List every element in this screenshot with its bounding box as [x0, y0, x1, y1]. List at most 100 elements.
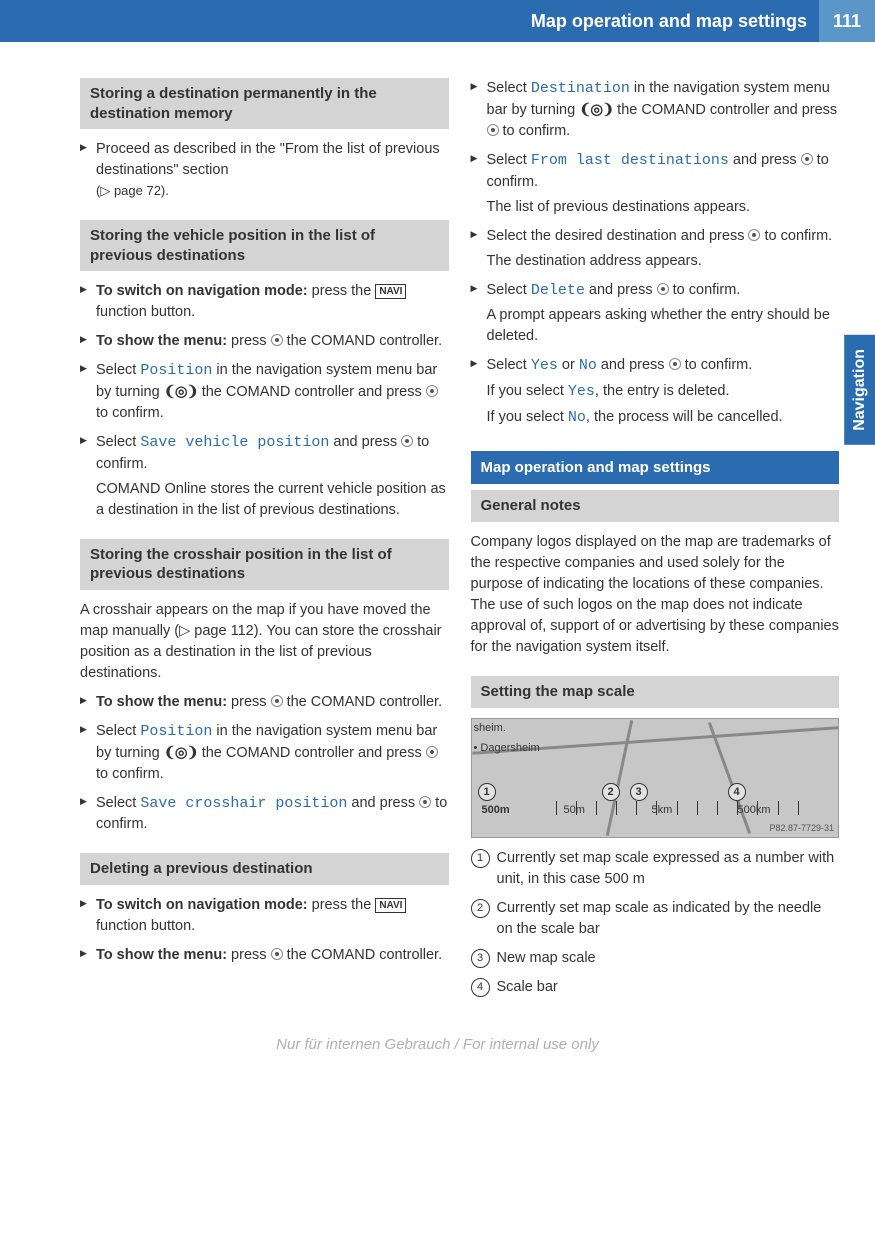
t: Select [96, 434, 140, 450]
callout-list: Currently set map scale expressed as a n… [471, 848, 840, 998]
content-columns: Storing a destination permanently in the… [0, 78, 875, 1006]
left-column: Storing a destination permanently in the… [80, 78, 449, 1006]
menu-item: Yes [568, 383, 595, 400]
t: Select [96, 362, 140, 378]
press-icon [426, 746, 438, 758]
step-followup: COMAND Online stores the current vehicle… [80, 479, 449, 521]
t: or [558, 357, 579, 373]
t: the COMAND controller. [283, 947, 443, 963]
press-icon [271, 695, 283, 707]
step-text: Proceed as described in the "From the li… [96, 141, 440, 178]
section-heading: General notes [471, 490, 840, 522]
t: to confirm. [681, 357, 753, 373]
rotate-icon: ❨◎❩ [164, 384, 198, 400]
t: the COMAND controller and press [613, 102, 837, 118]
t: to confirm. [669, 282, 741, 298]
step: To switch on navigation mode: press the … [80, 895, 449, 937]
t: press [227, 333, 271, 349]
t: the COMAND controller. [283, 694, 443, 710]
rotate-icon: ❨◎❩ [579, 102, 613, 118]
navi-key-icon: NAVI [375, 284, 406, 299]
press-icon [271, 948, 283, 960]
t: and press [329, 434, 401, 450]
t: press the [308, 897, 376, 913]
section-heading: Storing the crosshair position in the li… [80, 539, 449, 590]
t: If you select [487, 383, 568, 399]
t: the COMAND controller and press [198, 384, 426, 400]
t: and press [597, 357, 669, 373]
header-title: Map operation and map settings [0, 0, 819, 42]
t: to confirm. [760, 228, 832, 244]
menu-item: Position [140, 362, 212, 379]
section-heading: Deleting a previous destination [80, 853, 449, 885]
menu-item: Yes [531, 357, 558, 374]
step: To show the menu: press the COMAND contr… [80, 692, 449, 713]
step-lead: To show the menu: [96, 694, 227, 710]
menu-item: Delete [531, 282, 585, 299]
menu-item: No [568, 409, 586, 426]
t: If you select [487, 409, 568, 425]
menu-item: No [579, 357, 597, 374]
t: Select [96, 795, 140, 811]
step: To show the menu: press the COMAND contr… [80, 945, 449, 966]
rotate-icon: ❨◎❩ [164, 745, 198, 761]
callout-marker: 2 [602, 783, 620, 801]
menu-item: Save crosshair position [140, 795, 347, 812]
t: and press [585, 282, 657, 298]
t: press the [308, 283, 376, 299]
step: Select Position in the navigation system… [80, 360, 449, 424]
press-icon [271, 334, 283, 346]
press-icon [657, 283, 669, 295]
step: Select Save crosshair position and press… [80, 793, 449, 836]
step: Select Yes or No and press to confirm. [471, 355, 840, 377]
map-scale-figure: sheim. • Dagersheim 1 2 3 4 500m 50m 5km… [471, 718, 840, 838]
t: , the process will be cancelled. [586, 409, 783, 425]
callout-marker: 3 [630, 783, 648, 801]
side-tab-navigation: Navigation [844, 335, 875, 445]
t: function button. [96, 304, 195, 320]
page-header: Map operation and map settings 111 [0, 0, 875, 42]
scale-bar [556, 801, 819, 815]
step: Select From last destinations and press … [471, 150, 840, 193]
section-heading: Storing a destination permanently in the… [80, 78, 449, 129]
step-lead: To switch on navigation mode: [96, 897, 308, 913]
t: Select [487, 80, 531, 96]
t: , the entry is deleted. [595, 383, 730, 399]
step-followup: The list of previous destinations appear… [471, 197, 840, 218]
step-followup: If you select No, the process will be ca… [471, 407, 840, 429]
page-number: 111 [819, 0, 875, 42]
callout-item: Currently set map scale as indicated by … [471, 898, 840, 940]
step-followup: If you select Yes, the entry is deleted. [471, 381, 840, 403]
step-lead: To show the menu: [96, 333, 227, 349]
t: the COMAND controller. [283, 333, 443, 349]
menu-item: From last destinations [531, 152, 729, 169]
press-icon [426, 385, 438, 397]
t: to confirm. [96, 766, 164, 782]
step: To show the menu: press the COMAND contr… [80, 331, 449, 352]
step: Select Delete and press to confirm. [471, 280, 840, 302]
figure-ref: P82.87-7729-31 [769, 822, 834, 835]
right-column: Select Destination in the navigation sys… [471, 78, 840, 1006]
menu-item: Position [140, 723, 212, 740]
step: Proceed as described in the "From the li… [80, 139, 449, 202]
section-heading: Storing the vehicle position in the list… [80, 220, 449, 271]
step-followup: A prompt appears asking whether the entr… [471, 305, 840, 347]
callout-item: New map scale [471, 948, 840, 969]
navi-key-icon: NAVI [375, 898, 406, 913]
step-lead: To show the menu: [96, 947, 227, 963]
map-label: • Dagersheim [474, 741, 540, 757]
t: Select [96, 723, 140, 739]
watermark: Nur für internen Gebrauch / For internal… [0, 1034, 875, 1056]
paragraph: A crosshair appears on the map if you ha… [80, 600, 449, 684]
press-icon [401, 435, 413, 447]
step: Select Position in the navigation system… [80, 721, 449, 785]
press-icon [748, 229, 760, 241]
press-icon [801, 153, 813, 165]
section-heading-main: Map operation and map settings [471, 451, 840, 485]
step-lead: To switch on navigation mode: [96, 283, 308, 299]
paragraph: Company logos displayed on the map are t… [471, 532, 840, 658]
press-icon [487, 124, 499, 136]
t: Select [487, 357, 531, 373]
t: Select [487, 152, 531, 168]
t: to confirm. [96, 405, 164, 421]
